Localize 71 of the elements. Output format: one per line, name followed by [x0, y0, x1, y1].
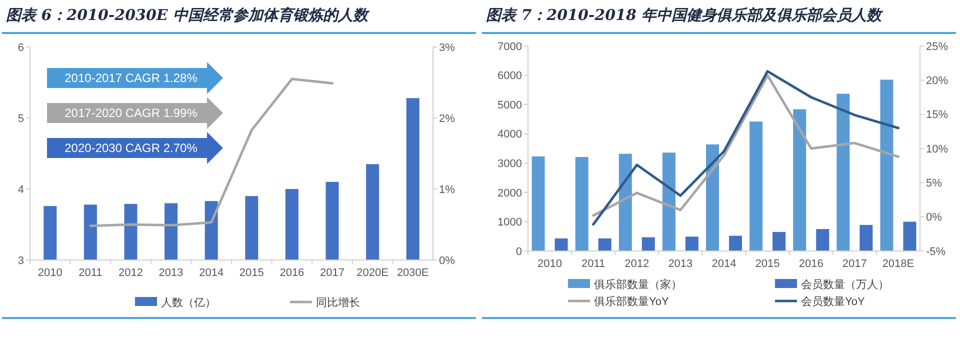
bar	[662, 152, 676, 251]
x-tick-label: 2020E	[356, 267, 388, 279]
y2-tick-label: 15%	[926, 109, 948, 122]
x-tick-label: 2015	[239, 267, 264, 279]
x-tick-label: 2017	[842, 258, 867, 270]
bar	[532, 156, 545, 251]
bar	[729, 236, 742, 251]
x-tick-label: 2016	[798, 258, 824, 270]
legend-label: 人数（亿）	[161, 296, 216, 309]
bar	[880, 80, 894, 251]
x-tick-label: 2011	[78, 267, 102, 279]
bar	[903, 222, 916, 251]
y-tick-label: 6000	[498, 70, 522, 82]
x-tick-label: 2013	[668, 258, 693, 270]
x-tick-label: 2016	[280, 267, 304, 279]
y2-tick-label: 0%	[926, 212, 942, 224]
x-tick-label: 2011	[582, 258, 606, 270]
y2-tick-label: 20%	[926, 75, 948, 88]
y2-tick-label: 10%	[926, 143, 948, 156]
x-tick-label: 2014	[199, 267, 224, 279]
annotation: 2020-2030 CAGR 2.70%	[64, 141, 198, 156]
bar	[860, 224, 873, 251]
legend-label: 会员数量（万人）	[801, 278, 889, 291]
y-tick-label: 5	[18, 112, 24, 125]
bar	[554, 238, 568, 251]
legend-label: 俱乐部数量YoY	[594, 294, 670, 308]
y-tick-label: 0	[516, 246, 522, 258]
bar	[772, 232, 786, 251]
bar	[836, 94, 850, 251]
y2-tick-label: 3%	[439, 42, 456, 54]
x-tick-label: 2010	[38, 267, 62, 279]
y-tick-label: 7000	[498, 40, 522, 53]
y-tick-label: 4	[18, 184, 24, 196]
chart-title: 图表 6：2010-2030E 中国经常参加体育锻炼的人数	[6, 6, 370, 24]
y-tick-label: 2000	[498, 187, 522, 200]
y-tick-label: 3000	[498, 158, 522, 170]
chart-title: 图表 7：2010-2018 年中国健身俱乐部及俱乐部会员人数	[486, 6, 884, 24]
y-tick-label: 3	[18, 254, 24, 267]
y2-tick-label: -5%	[926, 246, 946, 258]
x-tick-label: 2013	[158, 267, 184, 279]
y2-tick-label: 2%	[439, 112, 456, 125]
bar	[685, 236, 698, 251]
y2-tick-label: 5%	[926, 178, 942, 190]
x-tick-label: 2012	[624, 258, 650, 270]
x-tick-label: 2012	[118, 267, 143, 279]
y2-tick-label: 25%	[926, 40, 948, 53]
bar	[618, 154, 632, 251]
bar	[575, 156, 588, 251]
y2-tick-label: 0%	[439, 254, 456, 267]
x-tick-label: 2030E	[396, 267, 429, 279]
y-tick-label: 4000	[498, 128, 522, 141]
x-tick-label: 2015	[755, 258, 780, 270]
bar	[598, 238, 612, 251]
legend-label: 会员数量YoY	[801, 296, 866, 308]
legend-label: 同比增长	[316, 296, 360, 309]
annotation: 2017-2020 CAGR 1.99%	[64, 106, 198, 120]
y2-tick-label: 1%	[439, 184, 456, 196]
bar	[750, 122, 763, 251]
annotation: 2010-2017 CAGR 1.28%	[64, 71, 198, 86]
y-tick-label: 1000	[498, 216, 522, 229]
bar	[642, 237, 655, 251]
legend-label: 俱乐部数量（家）	[594, 278, 682, 291]
x-tick-label: 2014	[712, 258, 736, 270]
y-tick-label: 5000	[498, 99, 522, 112]
x-tick-label: 2018E	[882, 258, 914, 270]
bar	[793, 109, 806, 251]
bar	[816, 229, 830, 251]
bar	[706, 144, 719, 251]
y-tick-label: 6	[18, 42, 24, 54]
x-tick-label: 2017	[320, 267, 344, 279]
x-tick-label: 2010	[538, 258, 562, 270]
